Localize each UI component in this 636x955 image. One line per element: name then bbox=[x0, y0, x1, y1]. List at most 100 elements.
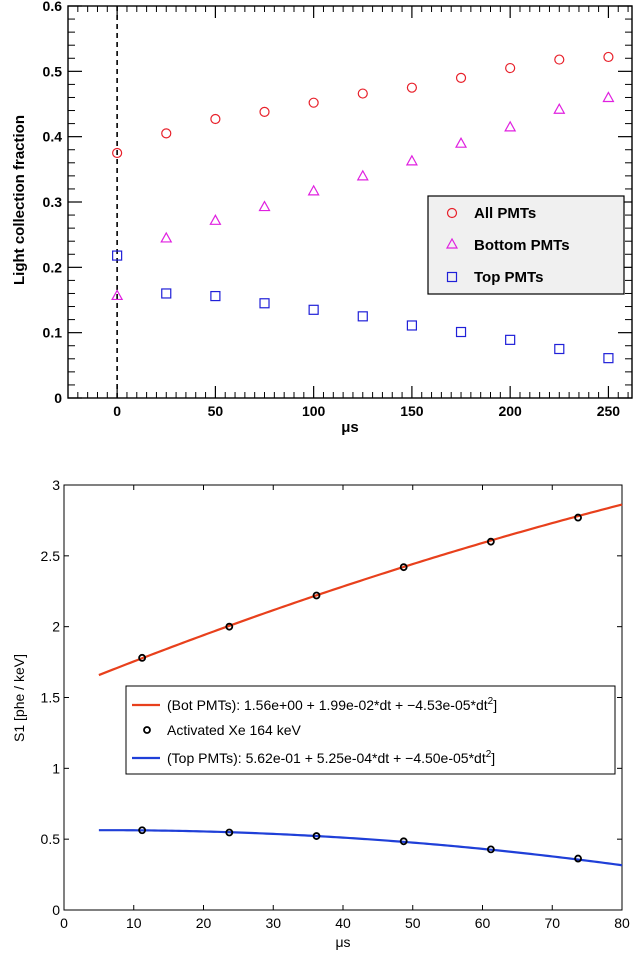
chart2-tick-labels: 0 10 20 30 40 50 60 70 80 0 0.5 1 1.5 2 2.5 3 bbox=[41, 477, 630, 931]
chart2-y-tick-label: 2.5 bbox=[41, 548, 61, 564]
chart2-x-tick-label: 70 bbox=[544, 915, 560, 931]
chart2-x-tick-label: 60 bbox=[475, 915, 491, 931]
all-pmts-point bbox=[161, 128, 172, 139]
bottom-pmts-point bbox=[455, 136, 468, 148]
chart2-y-tick-label: 0.5 bbox=[41, 831, 61, 847]
top-pmts-point bbox=[554, 343, 565, 355]
activated-xe-point-bot bbox=[486, 537, 495, 546]
chart1-ylabel: Light collection fraction bbox=[11, 115, 28, 285]
all-pmts-point bbox=[603, 51, 614, 63]
chart2-x-tick-label: 50 bbox=[405, 915, 421, 931]
chart2-x-tick-label: 80 bbox=[614, 915, 630, 931]
chart1-y-tick-label: 0.3 bbox=[43, 194, 63, 210]
all-pmts-point bbox=[406, 82, 418, 93]
chart2-x-tick-label: 0 bbox=[60, 915, 68, 931]
activated-xe-point-bot bbox=[138, 653, 147, 662]
light-fraction-chart: 0 50 100 150 200 250 0 0.1 0.2 0.3 0.4 0.5 0.6 Light… bbox=[11, 0, 633, 436]
top-pmts-point bbox=[603, 353, 614, 364]
top-pmts-point bbox=[505, 334, 516, 345]
chart2-x-tick-label: 10 bbox=[126, 915, 142, 931]
all-pmts-point bbox=[112, 147, 123, 159]
activated-xe-point-bot bbox=[574, 513, 582, 522]
top-pmts-point bbox=[259, 298, 270, 309]
chart1-legend-box bbox=[427, 195, 625, 295]
chart1-xlabel: μs bbox=[341, 419, 359, 436]
bottom-pmts-point bbox=[160, 231, 173, 243]
chart1-legend: All PMTs Bottom PMTs Top PMTs bbox=[427, 195, 625, 295]
chart1-y-tick-label: 0.2 bbox=[43, 259, 63, 275]
chart1-x-tick-label: 200 bbox=[498, 403, 522, 419]
legend-activated-xe-label: Activated Xe 164 keV bbox=[167, 722, 302, 738]
chart1-markers bbox=[111, 51, 615, 364]
legend-all-pmts-marker bbox=[446, 207, 458, 219]
top-pmts-point bbox=[455, 326, 467, 338]
legend-top-pmts-marker bbox=[446, 271, 458, 283]
chart2-x-tick-label: 30 bbox=[265, 915, 281, 931]
top-pmts-point bbox=[112, 250, 123, 261]
activated-xe-point-top bbox=[138, 826, 147, 835]
bot-pmts-fit-curve bbox=[98, 503, 623, 677]
legend-all-pmts-label: All PMTs bbox=[474, 205, 536, 222]
chart1-x-tick-label: 250 bbox=[597, 403, 621, 419]
all-pmts-point bbox=[308, 97, 319, 108]
chart1-x-tick-label: 150 bbox=[400, 403, 424, 419]
chart2-x-tick-label: 40 bbox=[335, 915, 351, 931]
activated-xe-point-bot bbox=[399, 563, 408, 572]
top-pmts-fit-curve bbox=[98, 829, 623, 867]
chart2-legend: (Bot PMTs): 1.56e+00 + 1.99e-02*dt + −4.… bbox=[125, 685, 616, 775]
bottom-pmts-point bbox=[258, 200, 271, 212]
activated-xe-point-bot bbox=[312, 591, 321, 600]
top-pmts-point bbox=[308, 304, 319, 315]
chart2-ylabel: S1 [phe / keV] bbox=[11, 654, 27, 742]
legend-bottom-pmts-marker bbox=[445, 237, 459, 249]
bottom-pmts-point bbox=[553, 102, 566, 114]
activated-xe-point-top bbox=[486, 845, 495, 854]
all-pmts-point bbox=[210, 113, 221, 125]
bottom-pmts-point bbox=[602, 91, 615, 103]
activated-xe-point-top bbox=[399, 837, 408, 846]
chart1-tick-labels: 0 50 100 150 200 250 0 0.1 0.2 0.3 0.4 0.5 0.6 bbox=[43, 0, 621, 419]
legend-bot-fit-label: (Bot PMTs): 1.56e+00 + 1.99e-02*dt + −4.… bbox=[167, 696, 497, 713]
chart2-curves bbox=[98, 503, 623, 867]
chart2-legend-box bbox=[125, 685, 616, 775]
chart1-x-tick-label: 0 bbox=[113, 403, 121, 419]
chart1-y-tick-label: 0.4 bbox=[43, 129, 63, 145]
legend-activated-xe-marker bbox=[143, 726, 151, 734]
chart2-ticks bbox=[63, 484, 623, 911]
legend-bottom-pmts-label: Bottom PMTs bbox=[474, 237, 570, 254]
chart2-xlabel: μs bbox=[335, 934, 350, 950]
top-pmts-point bbox=[406, 320, 418, 331]
chart1-y-tick-label: 0.1 bbox=[43, 325, 63, 341]
all-pmts-point bbox=[455, 72, 467, 83]
chart2-y-tick-label: 1.5 bbox=[41, 690, 61, 706]
bottom-pmts-point bbox=[405, 154, 418, 166]
chart1-x-tick-label: 100 bbox=[302, 403, 326, 419]
activated-xe-point-bot bbox=[225, 622, 234, 631]
all-pmts-point bbox=[554, 54, 565, 65]
top-pmts-point bbox=[210, 290, 221, 302]
chart1-y-tick-label: 0 bbox=[54, 390, 62, 406]
s1-chart: 0 10 20 30 40 50 60 70 80 0 0.5 1 1.5 2 2.5 3 S1 [phe /… bbox=[11, 477, 630, 950]
bottom-pmts-point bbox=[209, 214, 222, 225]
chart2-x-tick-label: 20 bbox=[196, 915, 212, 931]
activated-xe-point-top bbox=[574, 854, 582, 863]
chart2-y-tick-label: 0 bbox=[52, 902, 60, 918]
chart2-y-tick-label: 2 bbox=[52, 619, 60, 635]
chart1-y-tick-label: 0.6 bbox=[43, 0, 63, 14]
activated-xe-point-top bbox=[312, 832, 321, 840]
chart2-points bbox=[138, 513, 582, 863]
top-pmts-point bbox=[357, 311, 368, 322]
legend-top-pmts-label: Top PMTs bbox=[474, 269, 543, 286]
bottom-pmts-point bbox=[356, 169, 369, 181]
chart1-y-tick-label: 0.5 bbox=[43, 63, 63, 79]
chart2-y-tick-label: 3 bbox=[52, 477, 60, 493]
top-pmts-point bbox=[161, 288, 172, 299]
all-pmts-point bbox=[259, 106, 270, 117]
all-pmts-point bbox=[357, 88, 368, 99]
legend-top-fit-label: (Top PMTs): 5.62e-01 + 5.25e-04*dt + −4.… bbox=[167, 749, 495, 766]
bottom-pmts-point bbox=[307, 184, 320, 196]
activated-xe-point-top bbox=[225, 828, 234, 837]
chart1-x-tick-label: 50 bbox=[208, 403, 224, 419]
bottom-pmts-point bbox=[504, 120, 517, 132]
